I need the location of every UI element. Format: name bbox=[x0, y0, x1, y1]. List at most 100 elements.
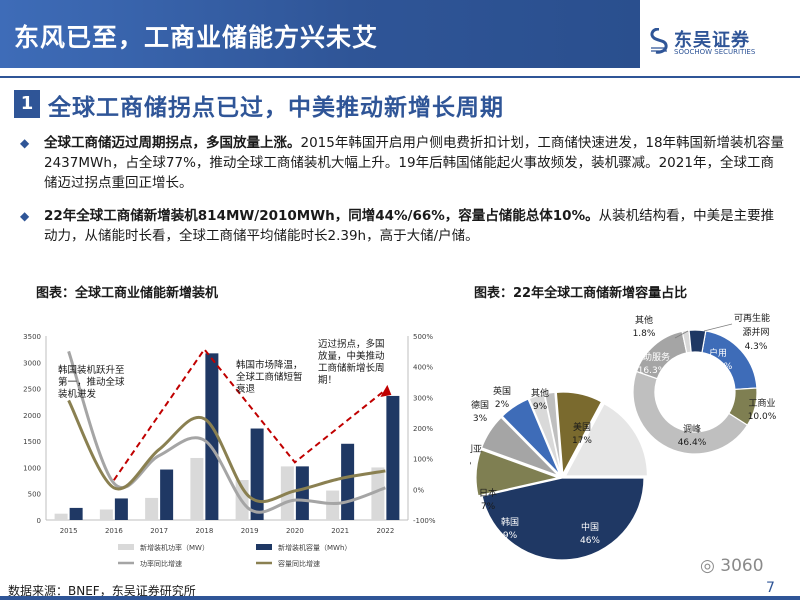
trend-arrow bbox=[113, 347, 386, 481]
pie-label-name: 美国 bbox=[573, 421, 591, 433]
chart-left-title: 图表：全球工商业储能新增装机 bbox=[36, 286, 219, 301]
left-tick-label: 0 bbox=[37, 517, 41, 525]
leader-line bbox=[674, 330, 689, 339]
donut-label-name: 其他 bbox=[635, 314, 653, 326]
pie-label-value: 9% bbox=[503, 531, 518, 541]
x-tick-label: 2019 bbox=[241, 527, 259, 535]
bar-capacity bbox=[160, 469, 174, 520]
logo-en: SOOCHOW SECURITIES bbox=[674, 48, 756, 56]
pie-slice-outer bbox=[481, 477, 645, 561]
legend-swatch-capacity bbox=[256, 544, 272, 550]
donut-label-value: 46.4% bbox=[678, 438, 707, 448]
right-tick-label: -100% bbox=[413, 517, 436, 525]
pie-slice-outer bbox=[480, 416, 560, 477]
bar-power bbox=[371, 467, 385, 520]
pie-label-value: 9% bbox=[533, 402, 548, 412]
donut-slice-inner bbox=[632, 370, 749, 455]
pie-slice-outer bbox=[475, 448, 561, 497]
donut-label-name: 工商业 bbox=[748, 397, 775, 409]
bar-power bbox=[326, 490, 340, 520]
left-tick-label: 3000 bbox=[23, 359, 41, 367]
pie-label-value: 17% bbox=[572, 436, 592, 446]
pie-label-value: 46% bbox=[580, 536, 600, 546]
bullet-diamond-icon: ◆ bbox=[20, 136, 30, 150]
pie-label-value: 3% bbox=[473, 414, 488, 424]
donut-label-value: 21.2% bbox=[704, 362, 733, 372]
bullet-2-bold: 22年全球工商储新增装机814MW/2010MWh，同增44%/66%，容量占储… bbox=[44, 208, 599, 224]
pie-label-name: 英国 bbox=[493, 385, 511, 397]
pie-label-name: 韩国 bbox=[501, 516, 519, 528]
right-tick-label: 100% bbox=[413, 456, 433, 464]
bar-capacity bbox=[69, 507, 83, 520]
leader-line bbox=[703, 323, 733, 332]
donut-label-name: 户用 bbox=[709, 347, 727, 359]
right-tick-label: 300% bbox=[413, 394, 433, 402]
legend-label: 功率同比增速 bbox=[140, 559, 182, 568]
combo-chart: 0 500 1000 1500 2000 2500 3000 3500 -100% 0% 100% 2… bbox=[23, 333, 436, 568]
section-number: 1 bbox=[14, 90, 40, 118]
pie-label-name: 德国 bbox=[471, 399, 489, 411]
donut-label-value: 4.3% bbox=[745, 342, 768, 352]
bar-capacity bbox=[250, 428, 264, 520]
donut-label-name: 可再生能 bbox=[734, 312, 770, 324]
donut-slice-inner bbox=[701, 330, 758, 391]
line-power-growth bbox=[67, 350, 386, 514]
pie-label-value: 6% bbox=[470, 458, 472, 468]
right-tick-label: 200% bbox=[413, 425, 433, 433]
bar-power bbox=[145, 497, 159, 520]
x-tick-label: 2017 bbox=[150, 527, 168, 535]
company-logo: 东吴证券 SOOCHOW SECURITIES bbox=[648, 26, 798, 66]
left-tick-label: 3500 bbox=[23, 333, 41, 341]
donut-label-name: 调峰 bbox=[683, 424, 701, 435]
page-number: 7 bbox=[766, 580, 775, 596]
right-tick-label: 500% bbox=[413, 333, 433, 341]
line-capacity-growth bbox=[67, 399, 386, 504]
pie-label-value: 2% bbox=[495, 400, 510, 410]
watermark-text: 3060 bbox=[720, 556, 764, 576]
x-tick-label: 2020 bbox=[286, 527, 304, 535]
logo-name: 东吴证券 bbox=[674, 30, 750, 51]
chart-right-title: 图表：22年全球工商储新增容量占比 bbox=[474, 286, 688, 301]
bullet-1-bold: 全球工商储迈过周期拐点，多国放量上涨。 bbox=[44, 135, 301, 151]
bar-power bbox=[190, 457, 204, 520]
left-tick-label: 1500 bbox=[23, 438, 41, 446]
legend-label: 新增装机功率（MW） bbox=[140, 543, 209, 552]
logo-mark-icon bbox=[650, 28, 668, 54]
pie-slice-outer bbox=[555, 391, 603, 477]
pie-label-name: 其他 bbox=[531, 387, 549, 399]
chart-annotation: 韩国市场降温，全球工商储短暂衰退 bbox=[236, 359, 303, 395]
bullet-2: 22年全球工商储新增装机814MW/2010MWh，同增44%/66%，容量占储… bbox=[44, 206, 786, 246]
right-tick-label: 400% bbox=[413, 364, 433, 372]
bar-capacity bbox=[341, 443, 355, 520]
x-tick-label: 2015 bbox=[60, 527, 78, 535]
pie-label-name: 日本 bbox=[479, 487, 497, 499]
donut-label-name: 源并网 bbox=[742, 326, 769, 338]
pie-slice-outer bbox=[501, 398, 561, 476]
pie-label-name: 中国 bbox=[581, 521, 599, 533]
watermark: ◎ 3060 bbox=[700, 556, 764, 576]
chart-annotation: 韩国装机跃升至第一，推动全球装机进发 bbox=[58, 364, 125, 400]
right-tick-label: 0% bbox=[413, 486, 424, 494]
left-tick-label: 500 bbox=[28, 491, 41, 499]
bullet-diamond-icon: ◆ bbox=[20, 209, 30, 223]
section-title: 全球工商储拐点已过，中美推动新增长周期 bbox=[48, 95, 504, 121]
legend-label: 新增装机容量（MWh） bbox=[278, 543, 351, 552]
chart-annotation: 迈过拐点，多国放量，中美推动工商储新增长周期！ bbox=[318, 338, 385, 386]
bottom-bar bbox=[0, 596, 800, 600]
pie-slice-outer bbox=[528, 393, 562, 475]
pie-slice-outer bbox=[543, 391, 563, 475]
legend-swatch-power bbox=[118, 544, 134, 550]
donut-label-value: 10.0% bbox=[748, 412, 777, 422]
donut-slice-inner bbox=[688, 329, 707, 354]
trend-arrow-head bbox=[380, 384, 392, 397]
legend-label: 容量同比增速 bbox=[278, 559, 320, 568]
bar-capacity bbox=[386, 395, 400, 520]
donut-label-name: 辅助服务 bbox=[634, 351, 670, 363]
bullet-2-text: 从装机结构看，中美是主要推动力，从储能时长看，全球工商储平均储能时长2.39h，… bbox=[44, 208, 775, 244]
bar-power bbox=[99, 509, 113, 520]
donut-label-value: 16.3% bbox=[638, 366, 667, 376]
left-tick-label: 2000 bbox=[23, 412, 41, 420]
bullet-1: 全球工商储迈过周期拐点，多国放量上涨。2015年韩国开启用户侧电费折扣计划，工商… bbox=[44, 133, 786, 193]
x-tick-label: 2016 bbox=[105, 527, 123, 535]
wechat-icon: ◎ bbox=[700, 556, 715, 576]
